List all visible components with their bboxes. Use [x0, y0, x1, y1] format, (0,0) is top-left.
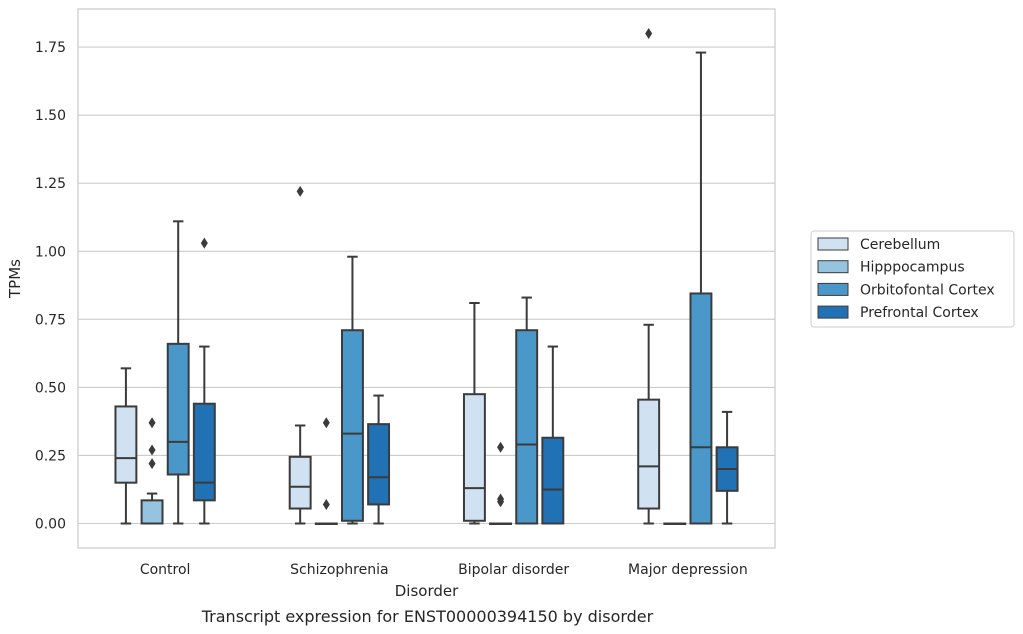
- chart-caption: Transcript expression for ENST0000039415…: [201, 607, 654, 626]
- outlier-point: [497, 493, 505, 505]
- box-orbitofontal-cortex: [515, 296, 539, 525]
- iqr-box: [541, 436, 565, 525]
- iqr-box: [340, 329, 364, 522]
- y-tick-label: 0.75: [35, 312, 66, 328]
- iqr-box: [166, 342, 190, 476]
- legend-swatch: [817, 237, 849, 251]
- outlier-point: [200, 237, 208, 249]
- box-hipppocampus: [663, 522, 687, 525]
- outlier-point: [148, 458, 156, 470]
- outlier-point: [645, 28, 653, 39]
- y-tick-label: 0.00: [35, 517, 66, 533]
- box-cerebellum: [462, 302, 486, 525]
- legend-swatch: [817, 260, 849, 274]
- iqr-box: [462, 393, 486, 522]
- box-groups: [114, 28, 739, 525]
- legend-label: Prefrontal Cortex: [860, 305, 979, 321]
- legend-label: Hipppocampus: [860, 260, 965, 276]
- outlier-point: [296, 185, 304, 197]
- iqr-box: [367, 423, 391, 506]
- legend-swatch: [817, 282, 849, 296]
- y-tick-label: 0.25: [35, 448, 66, 464]
- x-tick-label: Control: [140, 562, 191, 578]
- legend: Cerebellum Hipppocampus Orbitofontal Corte…: [810, 230, 1015, 328]
- outlier-point: [148, 444, 156, 456]
- box-hipppocampus: [314, 417, 338, 525]
- outlier-point: [148, 417, 156, 429]
- box-prefrontal-cortex: [715, 410, 739, 525]
- box-hipppocampus: [140, 417, 164, 525]
- y-axis-title: TPMs: [6, 259, 24, 299]
- iqr-box: [114, 405, 138, 484]
- iqr-box: [192, 402, 216, 502]
- box-orbitofontal-cortex: [689, 51, 713, 525]
- y-tick-label: 0.50: [35, 380, 66, 396]
- x-tick-label: Major depression: [628, 562, 748, 578]
- x-tick-label: Schizophrenia: [290, 562, 388, 578]
- box-orbitofontal-cortex: [166, 220, 190, 525]
- iqr-box: [637, 398, 661, 510]
- box-cerebellum: [288, 185, 312, 525]
- y-axis-ticks: 0.00 0.25 0.50 0.75 1.00 1.25 1.50 1.75: [35, 40, 66, 532]
- x-axis-title: Disorder: [395, 582, 459, 600]
- y-tick-label: 1.50: [35, 108, 66, 124]
- box-prefrontal-cortex: [367, 394, 391, 525]
- box-orbitofontal-cortex: [340, 255, 364, 525]
- box-prefrontal-cortex: [541, 345, 565, 525]
- box-cerebellum: [114, 367, 138, 525]
- outlier-point: [497, 441, 505, 453]
- legend-frame: [810, 230, 1015, 328]
- x-tick-label: Bipolar disorder: [458, 562, 569, 578]
- plot-frame: [77, 8, 776, 549]
- legend-label: Cerebellum: [860, 237, 940, 253]
- legend-swatch: [817, 305, 849, 319]
- iqr-box: [689, 292, 713, 525]
- legend-label: Orbitofontal Cortex: [860, 282, 995, 298]
- outlier-point: [322, 498, 330, 510]
- box-hipppocampus: [489, 441, 513, 525]
- y-tick-label: 1.00: [35, 244, 66, 260]
- box-cerebellum: [637, 28, 661, 525]
- outlier-point: [322, 417, 330, 429]
- iqr-box: [288, 455, 312, 510]
- iqr-box: [140, 499, 164, 525]
- box-prefrontal-cortex: [192, 237, 216, 525]
- y-tick-label: 1.25: [35, 176, 66, 192]
- y-tick-label: 1.75: [35, 40, 66, 56]
- iqr-box: [515, 329, 539, 525]
- x-axis-ticks: Control Schizophrenia Bipolar disorder Majo…: [140, 562, 748, 578]
